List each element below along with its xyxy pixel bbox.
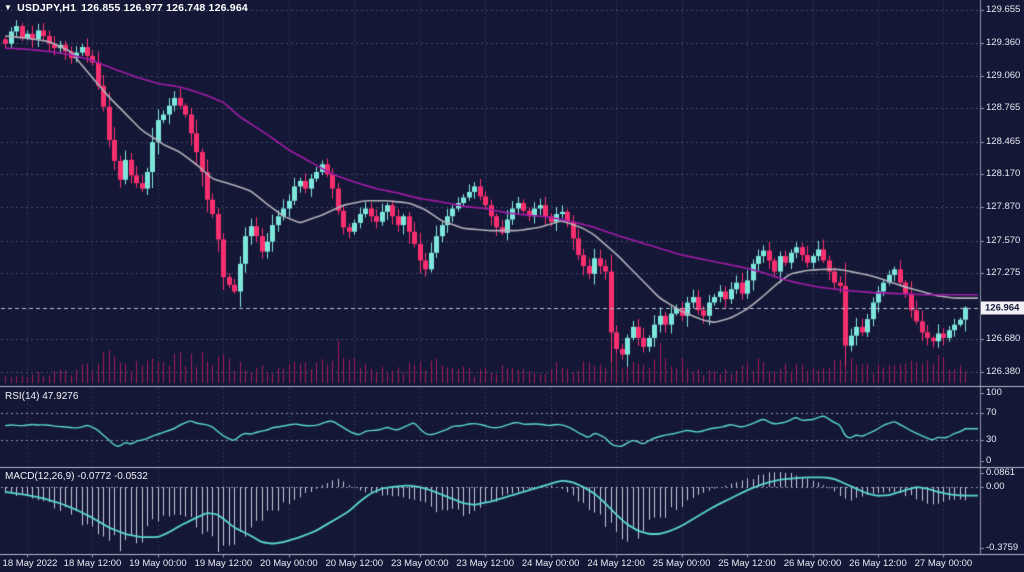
macd-level-label: 0.0861 — [986, 467, 1016, 479]
time-tick-label: 18 May 12:00 — [63, 558, 122, 569]
time-tick-label: 26 May 12:00 — [849, 558, 907, 569]
time-tick-label: 27 May 00:00 — [914, 558, 973, 569]
price-tick-label: 126.380 — [986, 366, 1021, 378]
rsi-panel[interactable] — [0, 388, 980, 464]
price-tick-label: 129.060 — [986, 69, 1021, 81]
time-tick-label: 19 May 12:00 — [194, 558, 253, 569]
time-tick-label: 20 May 00:00 — [260, 558, 318, 569]
time-tick-label: 24 May 12:00 — [587, 558, 645, 569]
current-price-tag: 126.964 — [981, 301, 1024, 315]
price-tick-label: 127.570 — [986, 234, 1021, 246]
time-tick-label: 25 May 00:00 — [652, 558, 711, 569]
symbol-label: USDJPY,H1 — [17, 2, 77, 14]
time-tick-label: 26 May 00:00 — [783, 558, 842, 569]
time-tick-label: 25 May 12:00 — [718, 558, 776, 569]
time-tick-label: 20 May 12:00 — [325, 558, 384, 569]
time-tick-label: 19 May 00:00 — [129, 558, 187, 569]
price-tick-label: 129.655 — [986, 4, 1021, 15]
time-tick-label: 23 May 00:00 — [390, 558, 449, 569]
ohlc-values: 126.855 126.977 126.748 126.964 — [81, 2, 248, 14]
rsi-indicator-label: RSI(14) 47.9276 — [5, 391, 79, 402]
chart-title: ▼ USDJPY,H1 126.855 126.977 126.748 126.… — [4, 2, 248, 14]
price-tick-label: 128.170 — [986, 168, 1021, 180]
rsi-level-label: 100 — [986, 387, 1002, 399]
price-tick-label: 128.465 — [986, 135, 1021, 147]
price-tick-label: 127.275 — [986, 267, 1021, 279]
price-tick-label: 127.870 — [986, 201, 1021, 213]
rsi-level-label: 30 — [986, 434, 997, 446]
price-tick-label: 128.765 — [986, 102, 1021, 114]
rsi-level-label: 70 — [986, 407, 997, 419]
time-tick-label: 23 May 12:00 — [456, 558, 515, 569]
symbol-dropdown-icon[interactable]: ▼ — [4, 3, 13, 12]
macd-level-label: 0.00 — [986, 481, 1005, 492]
price-tick-label: 126.680 — [986, 333, 1021, 345]
price-tick-label: 129.360 — [986, 36, 1021, 48]
time-tick-label: 18 May 2022 — [2, 558, 58, 569]
time-tick-label: 24 May 00:00 — [521, 558, 580, 569]
rsi-level-label: 0 — [986, 454, 992, 466]
macd-level-label: -0.3759 — [986, 541, 1019, 553]
main-chart-panel[interactable] — [0, 0, 980, 385]
macd-indicator-label: MACD(12,26,9) -0.0772 -0.0532 — [5, 471, 148, 482]
